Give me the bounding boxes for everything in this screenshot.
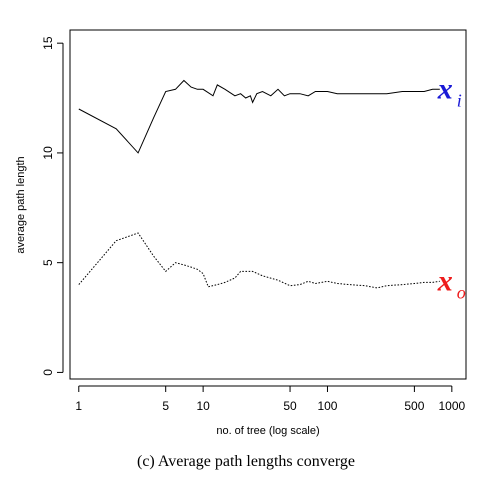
y-axis: 0 5 10 15 — [41, 36, 64, 376]
series-layer — [78, 79, 440, 289]
x-tick-label: 1000 — [438, 399, 465, 413]
x-tick-label: 500 — [404, 399, 424, 413]
series-label-layer: x i x o — [437, 72, 466, 302]
y-tick-label: 0 — [41, 369, 55, 376]
x-tick-label: 5 — [162, 399, 169, 413]
x-tick-label: 50 — [283, 399, 297, 413]
figure-caption: (c) Average path lengths converge — [137, 453, 355, 470]
x-axis-title: no. of tree (log scale) — [216, 425, 319, 437]
y-tick-label: 5 — [41, 259, 55, 266]
series-line-xi — [78, 79, 440, 154]
x-tick-label: 10 — [196, 399, 210, 413]
plot-frame — [69, 29, 467, 380]
y-tick-label: 10 — [41, 146, 55, 160]
x-tick-label: 100 — [317, 399, 337, 413]
y-axis-title: average path length — [15, 156, 27, 253]
y-tick-label: 15 — [41, 36, 55, 50]
x-axis: 1 5 10 50 100 500 1000 — [75, 385, 466, 413]
series-line-xo — [78, 232, 440, 289]
x-tick-label: 1 — [75, 399, 82, 413]
